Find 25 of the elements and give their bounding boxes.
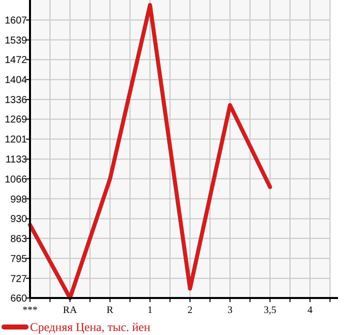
- y-tick-label: 930: [10, 214, 28, 226]
- y-tick-label: 727: [10, 274, 28, 285]
- y-tick-label: 1404: [4, 75, 28, 86]
- x-tick-label: 1: [148, 305, 152, 316]
- x-tick-label: ***: [22, 305, 38, 316]
- y-tick-label: 1472: [4, 55, 28, 66]
- x-tick-label: 2: [188, 305, 192, 316]
- y-tick-label: 1066: [4, 174, 28, 186]
- y-tick-label: 1201: [4, 134, 28, 146]
- x-tick-label: 3,5: [264, 305, 276, 316]
- y-tick-label: 1336: [4, 95, 28, 106]
- y-tick-label: 795: [10, 254, 28, 265]
- legend-label: Средняя Цена, тыс. йен: [30, 320, 151, 334]
- y-tick-label: 1269: [4, 114, 28, 126]
- y-tick-label: 863: [10, 234, 28, 245]
- x-tick-label: 4: [308, 305, 312, 316]
- x-tick-label: RA: [63, 305, 78, 316]
- y-tick-label: 660: [10, 294, 28, 304]
- x-tick-label: R: [106, 305, 114, 316]
- line-series: [28, 2, 272, 300]
- y-tick-label: 998: [10, 194, 28, 206]
- y-tick-label: 1607: [4, 15, 28, 26]
- y-tick-label: 1539: [4, 35, 28, 46]
- y-tick-label: 1133: [5, 154, 28, 166]
- x-tick-label: 3: [228, 305, 232, 316]
